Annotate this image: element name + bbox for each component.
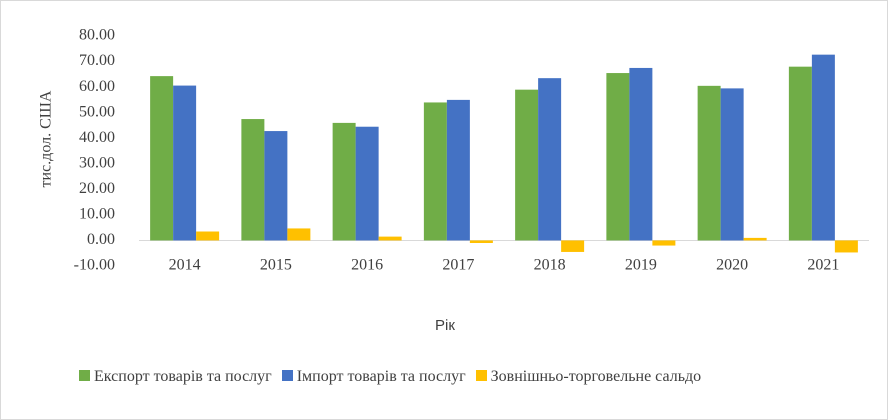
bar: [446, 99, 470, 241]
legend-swatch: [281, 370, 293, 381]
bar: [173, 85, 197, 241]
bar: [697, 85, 721, 241]
legend-label: Експорт товарів та послуг: [94, 368, 272, 385]
bar: [423, 102, 447, 241]
x-tick-label: 2015: [260, 257, 292, 274]
legend-label: Імпорт товарів та послуг: [296, 368, 466, 385]
bar: [196, 231, 220, 241]
y-axis-label: тис.дол. США: [38, 90, 55, 187]
bar: [332, 122, 356, 241]
x-tick-label: 2018: [534, 257, 566, 274]
legend-label: Зовнішньо-торговельне сальдо: [490, 368, 702, 385]
bar: [811, 54, 835, 241]
x-tick-label: 2019: [625, 257, 657, 274]
bar: [469, 240, 493, 243]
bar: [834, 240, 858, 253]
y-tick-label: 10.00: [79, 206, 115, 223]
bar: [378, 236, 402, 241]
x-tick-label: 2021: [807, 257, 839, 274]
x-axis-label: Рік: [435, 317, 455, 334]
y-tick-label: 70.00: [79, 52, 115, 69]
bar: [629, 67, 653, 241]
bar: [652, 240, 676, 246]
x-tick-label: 2014: [169, 257, 201, 274]
y-tick-label: 80.00: [79, 27, 115, 44]
bar: [515, 89, 539, 241]
y-tick-label: 40.00: [79, 129, 115, 146]
bar: [241, 119, 265, 241]
x-tick-label: 2017: [442, 257, 474, 274]
y-tick-label: 60.00: [79, 78, 115, 95]
bar: [287, 228, 311, 241]
y-tick-label: 0.00: [87, 231, 115, 248]
bar: [743, 237, 767, 241]
y-tick-label: -10.00: [74, 257, 115, 274]
x-tick-label: 2020: [716, 257, 748, 274]
legend-item: Імпорт товарів та послуг: [281, 368, 466, 385]
legend-swatch: [475, 370, 487, 381]
bar: [355, 126, 379, 241]
legend-item: Експорт товарів та послуг: [79, 368, 272, 385]
bar: [561, 240, 585, 252]
bar: [720, 88, 744, 241]
legend-swatch: [79, 370, 90, 381]
y-tick-label: 50.00: [79, 103, 115, 120]
bar: [538, 78, 562, 241]
legend-item: Зовнішньо-торговельне сальдо: [475, 368, 702, 385]
y-tick-label: 20.00: [79, 180, 115, 197]
bar: [150, 76, 174, 241]
bar: [788, 66, 812, 241]
bar: [264, 131, 288, 241]
bar: [606, 73, 630, 241]
y-tick-label: 30.00: [79, 154, 115, 171]
x-tick-label: 2016: [351, 257, 383, 274]
legend: Експорт товарів та послуг Імпорт товарів …: [79, 365, 869, 388]
